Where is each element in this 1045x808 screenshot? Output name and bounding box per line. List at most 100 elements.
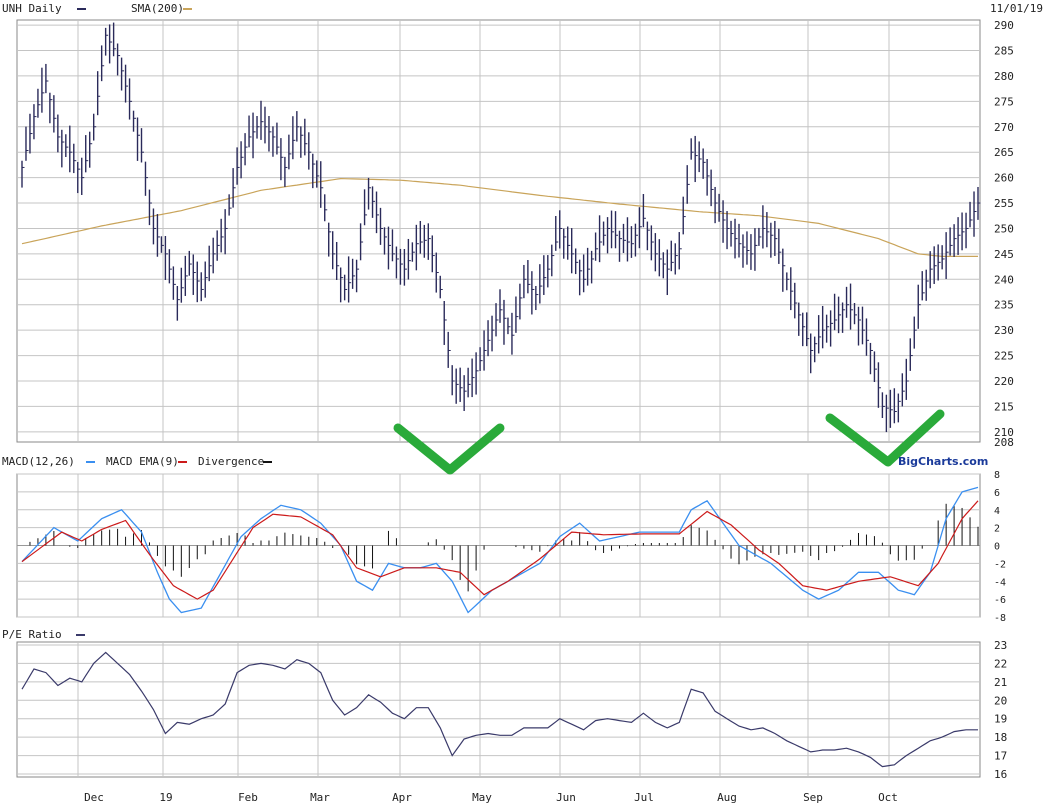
price-bar: [877, 362, 881, 408]
price-bar: [586, 247, 591, 286]
price-bar: [316, 160, 320, 188]
price-bar: [487, 320, 491, 357]
macd-y-tick: 2: [994, 524, 1000, 535]
price-bar: [164, 235, 168, 281]
price-bar: [694, 135, 698, 183]
bottom-marker-october: [825, 409, 945, 467]
price-bar: [61, 129, 65, 168]
price-bar: [280, 138, 284, 181]
price-bar: [845, 286, 850, 318]
price-bar: [857, 306, 861, 346]
pe-y-tick: 23: [994, 639, 1007, 652]
price-bar: [49, 92, 53, 124]
price-bar: [328, 222, 332, 257]
price-bar: [503, 299, 507, 345]
price-bar: [244, 133, 248, 166]
price-y-tick: 290: [994, 19, 1014, 32]
price-bar: [519, 283, 523, 320]
price-bar: [112, 22, 117, 57]
price-bar: [945, 232, 949, 279]
price-bar: [602, 221, 607, 246]
price-bar: [471, 358, 475, 398]
price-bar: [196, 261, 200, 303]
price-bar: [702, 148, 706, 179]
price-bar: [678, 232, 682, 270]
price-bar: [355, 259, 360, 293]
price-bar: [73, 143, 77, 174]
price-bar: [312, 153, 316, 189]
price-bar: [45, 63, 49, 94]
price-bar: [100, 45, 105, 82]
x-tick-label: 19: [159, 791, 172, 804]
price-bar: [140, 128, 144, 163]
price-bar: [435, 252, 439, 293]
pe-grid: [17, 642, 980, 777]
price-bar: [284, 156, 288, 187]
macd-legend-swatch: [86, 461, 95, 463]
price-bar: [790, 267, 794, 311]
price-bar: [443, 301, 447, 345]
price-bar: [654, 233, 658, 272]
price-bar: [829, 310, 834, 347]
pe-label: P/E Ratio: [2, 628, 62, 641]
price-bar: [124, 64, 129, 103]
price-bar: [81, 157, 85, 196]
price-bar: [375, 191, 380, 234]
macd-y-tick: 8: [994, 470, 1000, 481]
macd-y-tick: -2: [994, 559, 1006, 570]
price-bar: [730, 220, 734, 247]
price-bar: [132, 110, 137, 132]
price-bar: [276, 122, 280, 155]
price-bar: [961, 212, 965, 251]
price-bar: [499, 289, 503, 323]
price-bar: [459, 367, 463, 402]
price-bar: [208, 245, 212, 282]
price-bar: [523, 264, 527, 299]
symbol-legend-swatch: [77, 8, 86, 10]
price-bar: [646, 221, 650, 251]
price-bar: [92, 113, 97, 141]
price-bar: [630, 226, 634, 258]
price-bar: [451, 365, 455, 396]
price-bar: [41, 67, 45, 113]
price-bar: [650, 225, 654, 261]
price-bar: [21, 160, 25, 188]
price-bar: [913, 316, 917, 349]
x-tick-label: Aug: [717, 791, 737, 804]
price-bar: [622, 223, 626, 253]
price-bar: [909, 338, 913, 371]
price-bar: [116, 43, 121, 76]
macd-y-tick: 4: [994, 506, 1000, 517]
price-bar: [567, 226, 571, 260]
price-bar: [232, 168, 236, 208]
price-bar: [837, 296, 842, 334]
price-bar: [869, 342, 873, 375]
price-bar: [252, 112, 256, 159]
price-bar: [574, 248, 579, 275]
sma-200-line: [21, 177, 978, 257]
price-bar: [551, 244, 555, 277]
price-bar: [248, 115, 252, 148]
price-bar: [917, 284, 921, 329]
price-bar: [865, 318, 869, 356]
price-bar: [491, 315, 495, 352]
divergence-histogram: [29, 503, 979, 592]
x-tick-label: Apr: [392, 791, 412, 804]
price-bar: [861, 306, 865, 345]
x-tick-label: Jul: [634, 791, 654, 804]
price-bar: [415, 224, 419, 271]
price-bar: [260, 100, 264, 140]
price-bar: [479, 347, 483, 371]
price-bar: [339, 267, 344, 303]
price-bar: [228, 194, 232, 216]
price-bar: [825, 314, 830, 343]
price-bar: [742, 234, 746, 268]
price-bar: [495, 303, 499, 337]
chart-date: 11/01/19: [990, 2, 1043, 15]
sma-legend-swatch: [183, 8, 192, 10]
price-bar: [821, 305, 826, 349]
price-bar: [29, 113, 33, 154]
price-bar: [949, 227, 953, 256]
price-bar: [507, 317, 511, 335]
price-bar: [148, 189, 152, 226]
